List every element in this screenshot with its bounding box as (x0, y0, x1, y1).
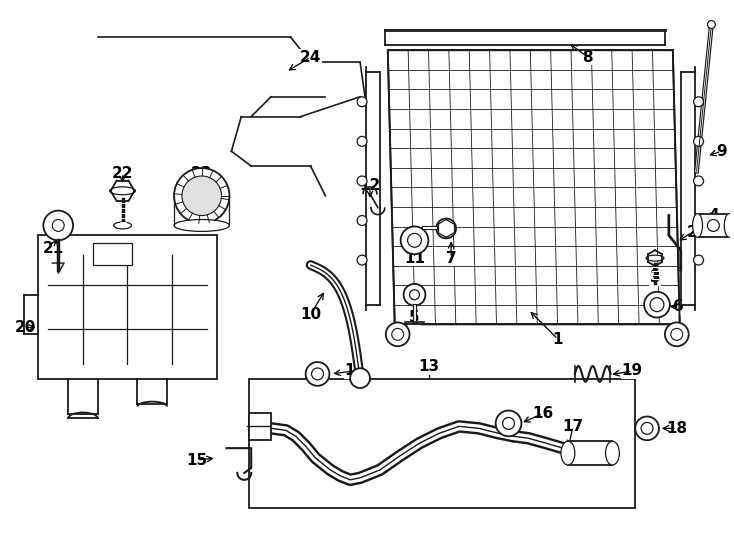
Ellipse shape (561, 441, 575, 465)
Circle shape (305, 362, 330, 386)
Text: 3: 3 (650, 271, 661, 286)
Circle shape (174, 168, 230, 224)
Bar (38, 235, 217, 379)
Circle shape (694, 97, 703, 107)
Circle shape (694, 176, 703, 186)
Circle shape (43, 211, 73, 240)
Circle shape (357, 97, 367, 107)
Ellipse shape (693, 214, 702, 238)
Ellipse shape (114, 222, 131, 229)
Circle shape (357, 215, 367, 226)
Text: 9: 9 (716, 144, 727, 159)
Polygon shape (388, 50, 680, 325)
Circle shape (357, 176, 367, 186)
Text: 8: 8 (582, 50, 593, 65)
Circle shape (694, 255, 703, 265)
Circle shape (386, 322, 410, 346)
Text: 20: 20 (15, 320, 36, 335)
Text: 2: 2 (686, 225, 697, 240)
Ellipse shape (109, 187, 135, 195)
Circle shape (182, 176, 222, 215)
Text: 24: 24 (300, 50, 321, 65)
Circle shape (357, 255, 367, 265)
Bar (250, 413, 271, 440)
Text: 5: 5 (409, 310, 420, 325)
Circle shape (694, 137, 703, 146)
Text: 22: 22 (112, 165, 134, 180)
Circle shape (436, 219, 456, 238)
Text: 21: 21 (43, 241, 64, 256)
Text: 11: 11 (404, 251, 425, 266)
Circle shape (357, 137, 367, 146)
Bar (697, 214, 730, 238)
Text: 6: 6 (673, 299, 684, 314)
Text: 18: 18 (666, 421, 687, 436)
Circle shape (635, 416, 659, 440)
Text: 12: 12 (360, 178, 381, 193)
Text: 10: 10 (300, 307, 321, 322)
Bar (250, 379, 635, 508)
Bar (92, 244, 132, 265)
Circle shape (644, 292, 670, 318)
Circle shape (404, 284, 426, 306)
Ellipse shape (174, 220, 230, 232)
Circle shape (694, 215, 703, 226)
Ellipse shape (644, 301, 670, 308)
Circle shape (401, 226, 429, 254)
Ellipse shape (350, 376, 370, 384)
Bar (568, 441, 612, 465)
Circle shape (495, 410, 521, 436)
Text: 13: 13 (419, 360, 440, 375)
Text: 7: 7 (446, 251, 457, 266)
Circle shape (708, 21, 716, 29)
Ellipse shape (646, 255, 664, 261)
Circle shape (350, 368, 370, 388)
Polygon shape (385, 30, 665, 45)
Text: 23: 23 (191, 165, 212, 180)
Text: 1: 1 (553, 332, 563, 347)
Circle shape (665, 322, 688, 346)
Text: 16: 16 (533, 406, 553, 421)
Text: 14: 14 (344, 363, 366, 379)
Text: 4: 4 (708, 208, 719, 223)
Ellipse shape (724, 214, 734, 238)
Text: 19: 19 (622, 363, 643, 379)
Ellipse shape (606, 441, 619, 465)
Text: 15: 15 (186, 453, 207, 468)
Text: 17: 17 (562, 419, 584, 434)
